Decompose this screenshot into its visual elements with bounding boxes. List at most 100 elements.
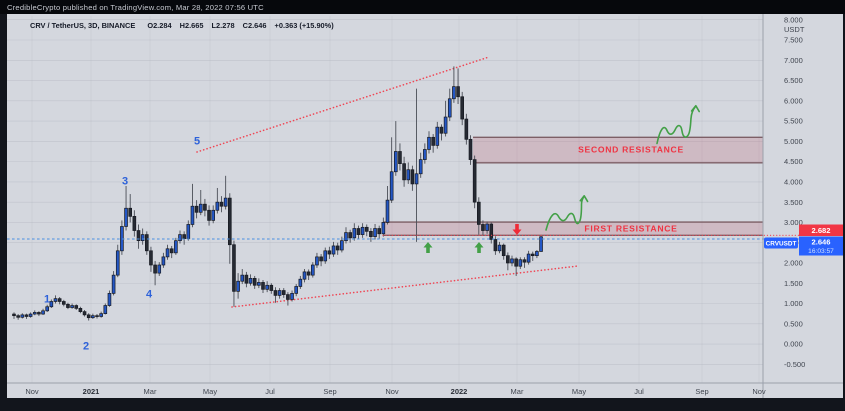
first-resistance-label: FIRST RESISTANCE [584,224,677,234]
candle-up [381,222,386,235]
price-tick-label: 0.000 [784,340,803,349]
candle-down [456,86,460,98]
dotted-trendline [231,265,579,308]
wave-label: 1 [44,294,50,306]
wave-label: 4 [146,289,153,301]
time-axis[interactable]: Nov 2021 Mar May Jul Sep Nov 2022 Mar May Jul Sep No… [25,387,766,396]
candle-down [489,223,494,240]
candle-up [186,224,191,239]
alert-price-text: 2.682 [811,226,830,235]
candle-up [124,207,128,227]
ohlc-close: C2.646 [243,21,267,30]
candle-down [410,169,415,185]
candle-up [257,282,261,286]
candle-down [402,163,406,181]
candle-down [128,207,133,217]
grid-layer [7,16,763,383]
candle-down [149,250,153,266]
price-tick-label: 4.500 [784,157,803,166]
candle-down [530,253,535,257]
trendlines-layer [196,56,579,308]
projected-path-first-resistance-arrowhead [579,195,589,203]
candle-down [398,151,402,164]
resistance-zone [383,222,763,236]
candle-down [493,239,498,252]
candle-down [501,244,506,257]
candle-down [261,282,265,290]
candle-down [464,118,469,140]
candle-down [61,301,66,305]
candle-up [298,278,303,287]
candle-up [103,305,108,314]
candle-up [248,278,253,284]
candle-down [203,203,207,211]
candle-up [290,293,294,300]
candle-up [435,126,440,146]
overlay-lines-layer [7,234,800,240]
time-tick-label: May [572,387,586,396]
candle-down [169,248,174,254]
candle-up [423,149,427,160]
candle-down [82,311,87,316]
candle-down [244,274,249,284]
candle-up [28,313,33,317]
candle-up [311,264,315,276]
time-tick-label: 2022 [451,387,468,396]
candle-up [91,315,95,319]
time-tick-label: Sep [695,387,708,396]
candle-up [414,173,419,185]
candle-down [95,315,99,317]
ohlc-high: H2.665 [180,21,204,30]
candle-down [506,255,510,264]
candle-up [315,256,319,266]
candle-up [211,209,216,221]
candle-down [377,228,382,235]
symbol-name: CRV / TetherUS, 3D, BINANCE [30,21,135,30]
candle-down [252,278,257,286]
wave-label: 3 [122,176,128,188]
candle-down [78,308,83,312]
candle-down [477,201,481,225]
price-tick-label: 4.000 [784,177,803,186]
chart-panel[interactable] [7,14,843,398]
projected-path-second-resistance [656,105,697,145]
candle-up [223,197,228,207]
candle-up [344,232,348,242]
dotted-trendline [196,56,490,153]
price-tick-label: 1.000 [784,299,803,308]
candle-up [443,116,448,134]
price-tick-label: 1.500 [784,279,803,288]
candle-down [66,303,70,308]
price-axis[interactable]: 8.000 7.500 7.000 6.500 6.000 5.500 5.000 4.500… [784,15,805,369]
second-resistance-label: SECOND RESISTANCE [578,145,684,155]
candle-up [385,199,390,223]
rejection-arrow-down-icon [512,224,522,235]
candle-down [472,159,477,203]
ohlc-low: L2.278 [212,21,235,30]
candle-up [518,259,523,267]
candle-down [228,197,232,246]
candle-up [373,228,377,237]
candle-down [153,264,157,274]
candle-up [294,286,299,294]
candle-up [360,226,365,235]
last-price-text: 2.646 [811,238,830,247]
candle-up [427,136,431,150]
candle-up [174,240,178,254]
candle-up [140,234,145,242]
price-tick-label: 7.500 [784,36,803,45]
candle-up [389,171,394,201]
alert-price-label: 2.682 [799,224,843,236]
publish-topbar [0,0,845,14]
candle-down [232,244,236,292]
arrows-layer [423,224,522,253]
ohlc-open: O2.284 [147,21,172,30]
candle-up [497,244,502,252]
time-tick-label: Nov [385,387,399,396]
candle-up [198,203,203,213]
symbol-header[interactable]: CRV / TetherUS, 3D, BINANCE O2.284 H2.66… [30,21,334,30]
candle-up [53,298,58,302]
candle-up [535,251,539,257]
candle-up [323,250,328,262]
candle-down [16,315,20,318]
